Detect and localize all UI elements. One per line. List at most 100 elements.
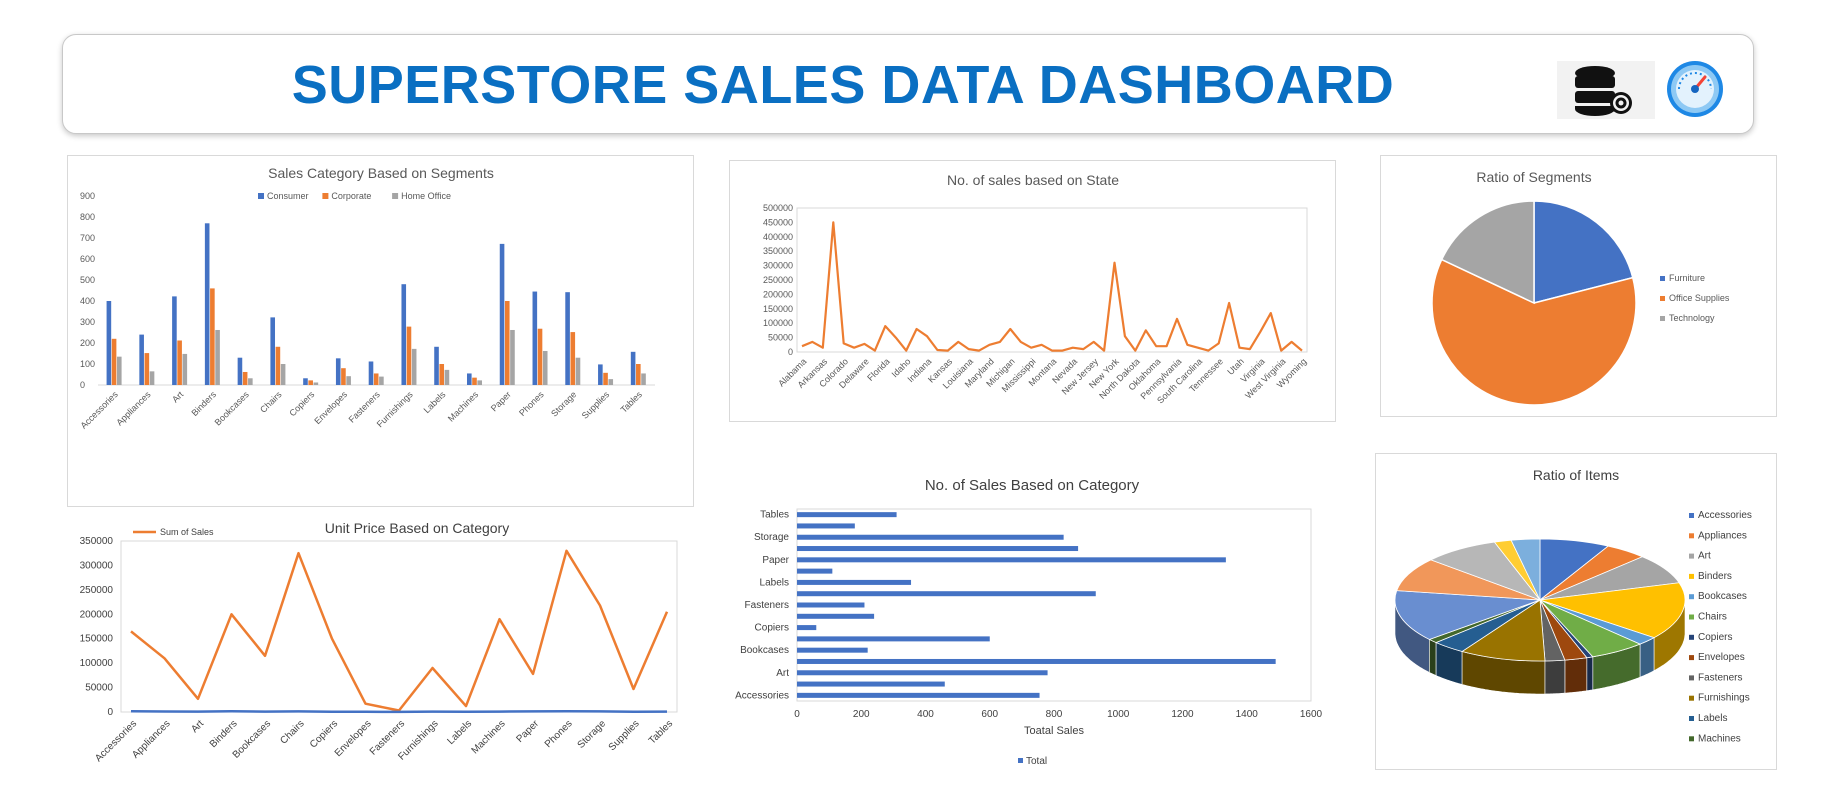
legend-label: Office Supplies <box>1669 293 1730 303</box>
x-tick-label: Florida <box>865 356 892 383</box>
y-tick-label: Tables <box>760 510 789 521</box>
legend-marker <box>1689 716 1694 721</box>
plot-area <box>120 540 678 713</box>
segments-chart-panel: Sales Category Based on Segments Consumer… <box>67 155 694 507</box>
legend-marker <box>1689 695 1694 701</box>
y-tick-label: 200 <box>80 338 95 348</box>
database-gear-icon <box>1557 61 1655 119</box>
y-tick-label: 500000 <box>763 203 793 213</box>
x-tick-label: Furnishings <box>375 389 415 429</box>
bar <box>308 380 313 385</box>
bar <box>172 296 177 385</box>
bar <box>144 353 150 385</box>
legend-marker <box>1689 594 1694 600</box>
x-tick-label: Chairs <box>258 389 284 415</box>
y-tick-label: 0 <box>80 380 85 390</box>
y-tick-label: 350000 <box>80 536 114 547</box>
bar <box>797 546 1079 552</box>
bar <box>477 380 482 385</box>
bar <box>598 364 603 385</box>
y-tick-label: Accessories <box>735 690 789 701</box>
unit-price-chart-panel: Unit Price Based on Category Sum of Sales… <box>67 517 694 767</box>
chart-title: Ratio of Segments <box>1476 169 1591 185</box>
legend-label: Bookcases <box>1698 591 1747 602</box>
y-tick-label: Fasteners <box>745 600 789 611</box>
y-tick-label: 700 <box>80 233 95 243</box>
x-tick-label: Paper <box>514 718 541 745</box>
y-tick-label: 900 <box>80 191 95 201</box>
bar <box>797 670 1048 676</box>
bar <box>797 568 833 574</box>
y-tick-label: Paper <box>762 555 789 566</box>
y-tick-label: 200000 <box>80 609 114 620</box>
bar <box>472 377 477 385</box>
bar <box>215 329 220 385</box>
legend-marker <box>322 193 329 199</box>
segments-pie-chart: Ratio of Segments Furniture Office Supplie… <box>1431 169 1730 406</box>
legend-marker <box>1660 316 1665 321</box>
legend-label: Corporate <box>331 191 371 201</box>
bar <box>636 364 641 385</box>
pie-side <box>1564 657 1588 694</box>
y-tick-label: 150000 <box>763 304 793 314</box>
bar <box>116 356 122 385</box>
legend-label: Binders <box>1698 571 1732 582</box>
x-tick-label: 600 <box>981 709 998 720</box>
bar <box>313 382 319 385</box>
y-tick-label: 400000 <box>763 232 793 242</box>
category-chart-panel: No. of Sales Based on Category Accessorie… <box>729 465 1336 777</box>
series-line <box>801 221 1303 352</box>
bar <box>139 334 144 385</box>
bar <box>368 361 374 385</box>
x-tick-label: Tables <box>647 718 675 746</box>
bar <box>608 379 614 385</box>
bar <box>270 317 276 385</box>
bar <box>797 602 865 608</box>
legend-marker <box>1660 296 1665 301</box>
pie-slice <box>1510 538 1541 601</box>
x-tick-label: Labels <box>446 718 475 747</box>
page-title: SUPERSTORE SALES DATA DASHBOARD <box>291 55 1395 115</box>
legend-label: Technology <box>1669 313 1715 323</box>
bar <box>797 625 817 631</box>
bar <box>797 534 1064 540</box>
series-line <box>130 710 668 714</box>
state-chart-panel: No. of sales based on State 0 50000 100000 1… <box>729 160 1336 422</box>
legend-label: Labels <box>1698 713 1727 724</box>
x-tick-label: 1000 <box>1107 709 1130 720</box>
pie-slice <box>1461 599 1546 662</box>
legend-label: Home Office <box>401 191 451 201</box>
bar <box>537 328 543 385</box>
bar <box>575 357 581 385</box>
bar <box>510 329 515 385</box>
x-tick-label: Phones <box>543 718 575 750</box>
bar <box>797 636 990 642</box>
bar <box>532 291 538 385</box>
bar <box>797 647 868 653</box>
legend-label: Appliances <box>1698 530 1747 541</box>
legend-marker <box>1689 533 1694 539</box>
chart-title: Sales Category Based on Segments <box>268 165 494 181</box>
unit-price-line-chart: Unit Price Based on Category Sum of Sales… <box>80 520 678 764</box>
y-tick-label: 0 <box>788 347 793 357</box>
bar <box>242 371 248 385</box>
bar <box>797 681 945 687</box>
x-tick-label: Phones <box>517 389 546 418</box>
bar <box>346 376 351 385</box>
legend-label: Chairs <box>1698 612 1727 623</box>
category-bar-chart: No. of Sales Based on Category Accessorie… <box>735 477 1322 767</box>
chart-title: Unit Price Based on Category <box>325 520 509 536</box>
bar <box>797 579 912 585</box>
bar <box>237 357 243 385</box>
y-tick-label: 100000 <box>80 658 114 669</box>
legend-marker <box>1018 758 1023 763</box>
bar <box>797 557 1226 563</box>
bar <box>797 613 875 619</box>
bar <box>379 376 384 385</box>
pie-slice <box>1431 258 1637 406</box>
y-tick-label: 300000 <box>80 560 114 571</box>
x-tick-label: Accessories <box>78 389 120 431</box>
bar <box>504 301 510 385</box>
legend-label: Consumer <box>267 191 309 201</box>
legend-label: Machines <box>1698 733 1741 744</box>
